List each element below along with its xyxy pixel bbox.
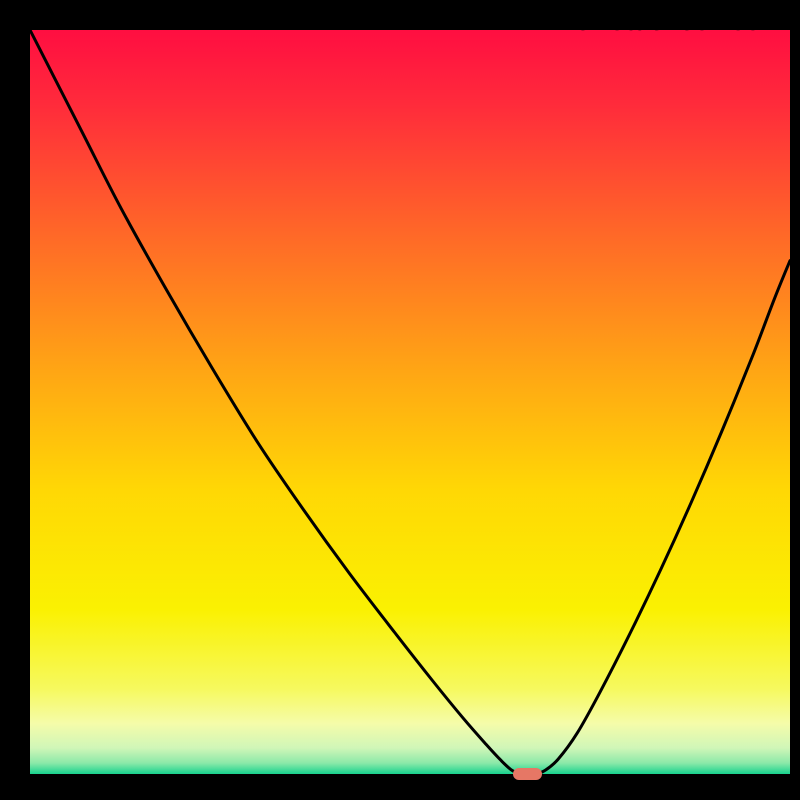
watermark-text: TheBottleneck.com — [544, 6, 784, 37]
chart-container: TheBottleneck.com — [0, 0, 800, 800]
bottleneck-curve — [30, 30, 790, 774]
curve-path — [30, 30, 790, 774]
optimum-marker — [513, 768, 542, 780]
plot-area — [30, 30, 790, 774]
